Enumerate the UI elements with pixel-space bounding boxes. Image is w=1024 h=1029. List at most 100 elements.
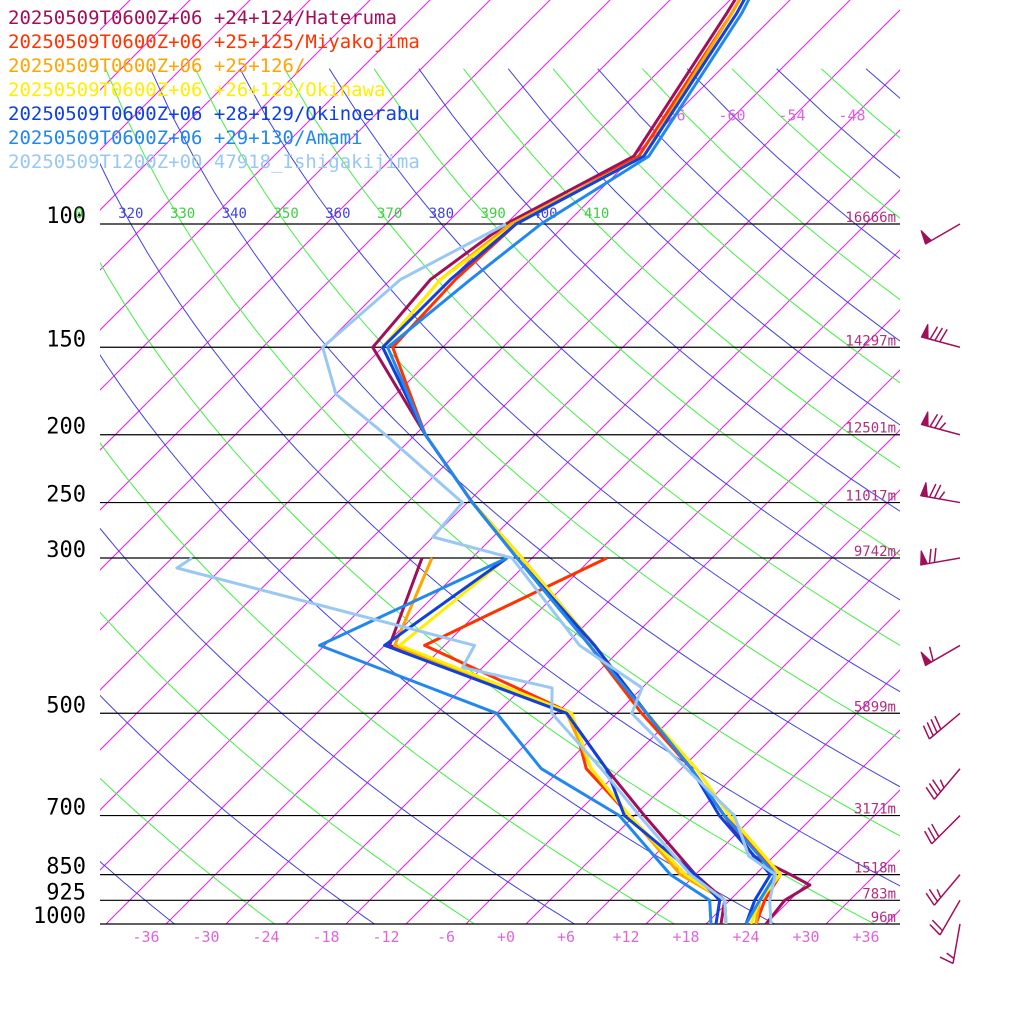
upper-isotherm-label: -60 — [718, 107, 745, 125]
wind-barb — [923, 713, 960, 739]
wind-barb-feather — [923, 726, 929, 739]
legend-entry: 20250509T0600Z+06 +28+129/Okinoerabu — [8, 103, 420, 125]
wind-barb — [921, 324, 960, 347]
wind-barb — [930, 900, 960, 935]
wind-barb-flag — [921, 551, 928, 565]
legend-entry: 20250509T0600Z+06 +29+130/Amami — [8, 127, 363, 149]
height-label: 11017m — [845, 489, 896, 505]
wind-barb-feather — [940, 423, 946, 430]
pressure-label: 850 — [46, 855, 86, 880]
wind-barb-feather — [940, 780, 944, 788]
isobars — [100, 224, 900, 924]
wind-barb-staff — [953, 924, 960, 963]
wind-barb-staff — [940, 900, 960, 935]
wind-barb-flag — [921, 482, 928, 496]
isotherm-line — [1006, 0, 1024, 924]
temperature-tick-label: -18 — [312, 928, 339, 946]
dry-adiabat-line — [419, 69, 1024, 939]
wind-barb-feather — [929, 484, 935, 497]
dry-adiabat-line — [464, 69, 1024, 939]
height-label: 16666m — [845, 210, 896, 226]
isotherm-line — [886, 0, 1024, 924]
wind-barb-staff — [932, 816, 960, 844]
wind-barb-flag — [921, 324, 928, 339]
pressure-label: 500 — [46, 693, 86, 718]
wind-barb — [921, 224, 960, 244]
theta-label: 390 — [481, 206, 506, 222]
wind-barb — [921, 645, 960, 665]
wind-barb — [925, 816, 960, 844]
wind-barb — [921, 548, 960, 565]
temperature-tick-label: -6 — [437, 928, 455, 946]
wind-barb-feather — [934, 548, 936, 562]
temperature-tick-label: +12 — [612, 928, 639, 946]
dry-adiabat-line — [285, 69, 1024, 939]
dry-adiabat-line — [329, 69, 1024, 939]
theta-label: 380 — [429, 206, 454, 222]
pressure-label: 925 — [46, 880, 86, 905]
theta-label: 320 — [118, 206, 143, 222]
theta-label: 410 — [584, 206, 609, 222]
dewpoint-profile-line — [395, 558, 726, 924]
isotherm-line — [826, 0, 1024, 924]
legend-entry: 20250509T0600Z+06 +26+128/Okinawa — [8, 79, 386, 101]
dry-adiabat-line — [598, 69, 1024, 939]
temperature-tick-label: +0 — [497, 928, 515, 946]
height-label: 5899m — [854, 699, 896, 715]
wind-barb — [921, 482, 960, 502]
temperature-tick-label: +36 — [852, 928, 879, 946]
wind-barb-feather — [939, 492, 944, 499]
wind-barb-feather — [931, 719, 937, 732]
legend-entry: 20250509T0600Z+06 +25+125/Miyakojima — [8, 31, 420, 53]
dewpoint-profile-line — [177, 558, 726, 924]
height-label: 12501m — [845, 421, 896, 437]
wind-barb-feather — [935, 716, 941, 729]
legend: 20250509T0600Z+06 +24+124/Hateruma202505… — [8, 7, 420, 173]
pressure-label: 1000 — [33, 904, 86, 929]
dewpoint-profile-line — [320, 558, 711, 924]
wind-barb — [926, 769, 960, 800]
wind-barb-staff — [934, 769, 960, 800]
temperature-tick-label: +18 — [672, 928, 699, 946]
height-label: 3171m — [854, 802, 896, 818]
wind-barb — [921, 412, 960, 435]
temperature-tick-label: -24 — [252, 928, 279, 946]
upper-isotherm-label: -48 — [838, 107, 865, 125]
wind-barb-feather — [937, 889, 941, 897]
temperature-tick-label: -30 — [192, 928, 219, 946]
isotherm-line — [466, 0, 1024, 924]
wind-barbs — [920, 0, 960, 963]
height-label: 1518m — [854, 861, 896, 877]
temperature-tick-label: +6 — [557, 928, 575, 946]
theta-label: 0 — [75, 206, 83, 222]
temperature-tick-label: +30 — [792, 928, 819, 946]
legend-entry: 20250509T0600Z+06 +25+126/ — [8, 55, 305, 77]
wind-barb — [926, 875, 960, 906]
isotherm-line — [706, 0, 1024, 924]
wind-barb-feather — [934, 485, 940, 498]
wind-barb-flag — [921, 652, 931, 666]
upper-isotherm-label: -54 — [778, 107, 805, 125]
theta-label: 330 — [170, 206, 195, 222]
wind-barb-flag — [921, 412, 928, 427]
theta-label: 340 — [222, 206, 247, 222]
dry-adiabat-line — [0, 69, 599, 939]
wind-barb-feather — [940, 957, 953, 963]
wind-barb-feather — [927, 722, 933, 735]
dry-adiabat-line — [0, 69, 193, 939]
height-label: 14297m — [845, 333, 896, 349]
pressure-label: 200 — [46, 415, 86, 440]
isotherm-line — [946, 0, 1024, 924]
pressure-label: 150 — [46, 327, 86, 352]
wind-barb-feather — [929, 549, 931, 563]
theta-label: 370 — [377, 206, 402, 222]
dry-adiabat-line — [642, 69, 1024, 939]
legend-entry: 20250509T1200Z+00 47918_Ishigakijima — [8, 151, 420, 173]
pressure-label: 300 — [46, 538, 86, 563]
temperature-tick-label: -12 — [372, 928, 399, 946]
height-label: 9742m — [854, 544, 896, 560]
temperature-tick-label: -36 — [132, 928, 159, 946]
